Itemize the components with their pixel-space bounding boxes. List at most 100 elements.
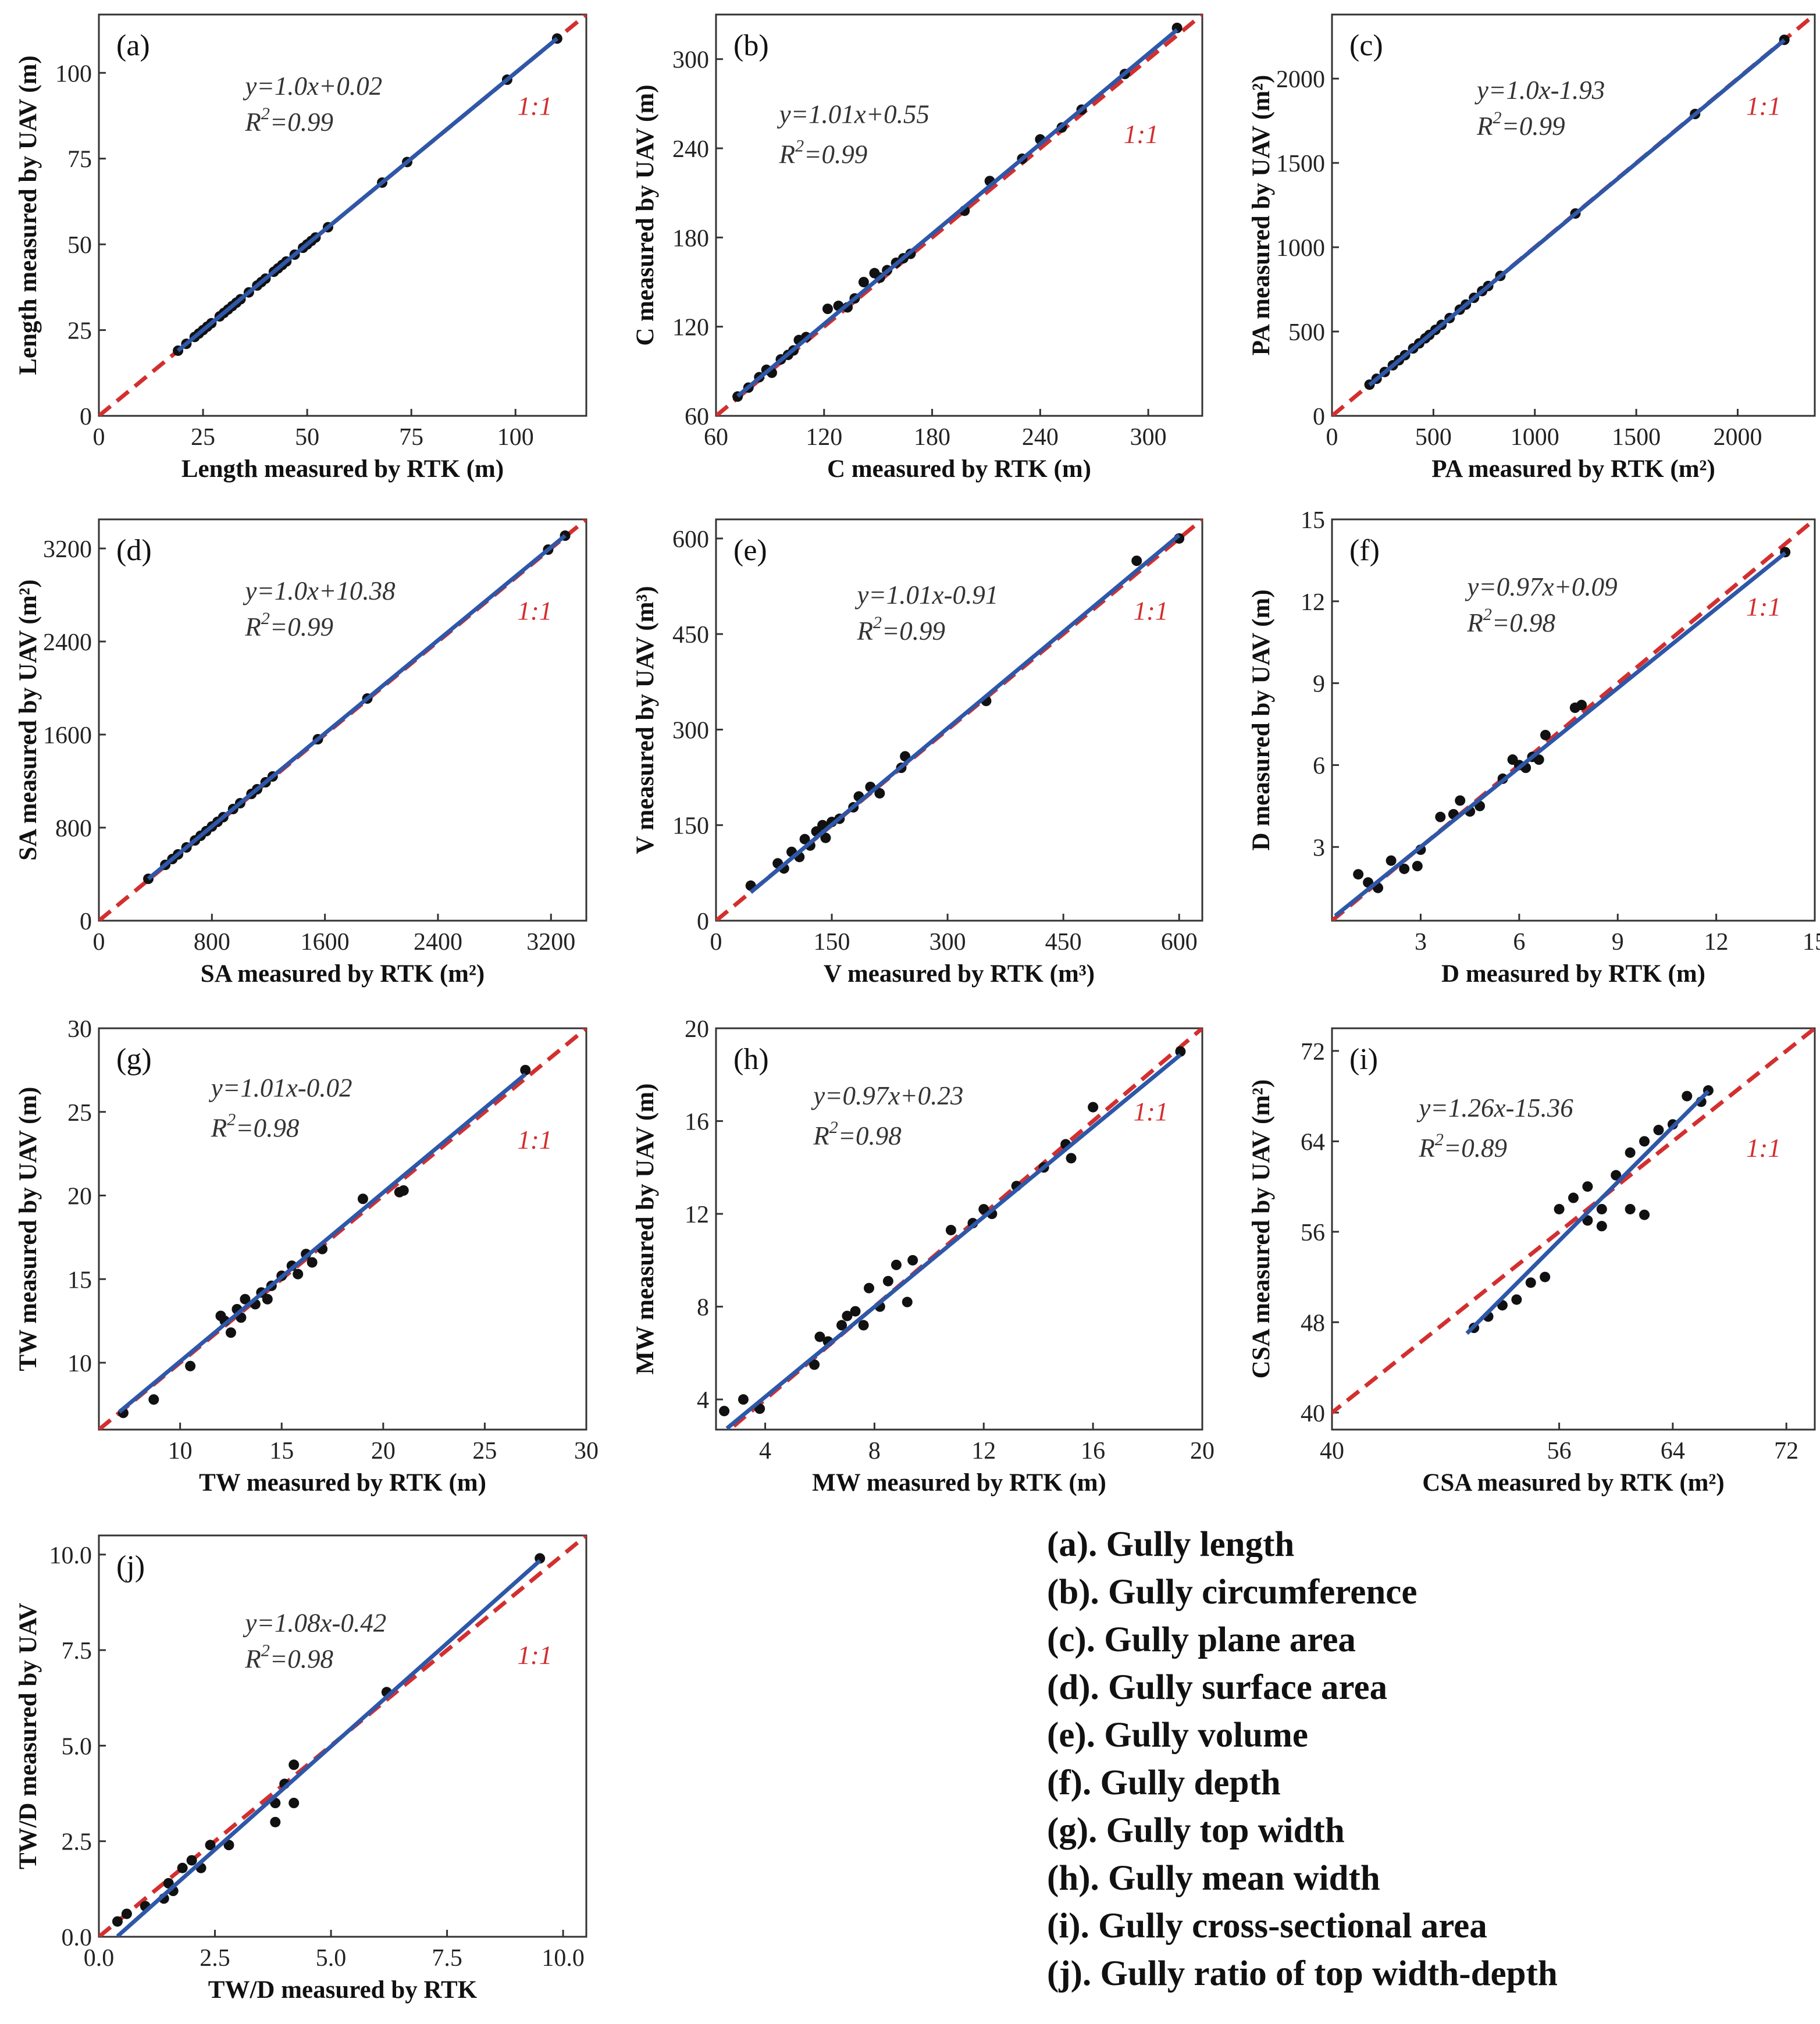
data-point xyxy=(978,1204,989,1215)
x-axis-label: Length measured by RTK (m) xyxy=(181,455,504,483)
one-to-one-label: 1:1 xyxy=(517,1125,552,1154)
x-axis-label: MW measured by RTK (m) xyxy=(812,1469,1106,1496)
y-tick-label: 64 xyxy=(1301,1129,1325,1156)
data-point xyxy=(842,1310,853,1321)
y-tick-label: 1500 xyxy=(1276,151,1325,177)
x-tick-label: 15 xyxy=(269,1438,294,1464)
data-point xyxy=(1455,795,1466,806)
panel-label: (f) xyxy=(1349,534,1380,567)
panel-label: (d) xyxy=(116,534,152,567)
x-tick-label: 300 xyxy=(1130,424,1167,451)
x-tick-label: 600 xyxy=(1161,929,1198,956)
data-point xyxy=(1554,1203,1565,1214)
data-point xyxy=(270,1816,281,1827)
y-tick-label: 25 xyxy=(67,1100,92,1127)
r-squared-label: R2=0.99 xyxy=(856,613,945,646)
data-point xyxy=(858,277,869,287)
x-tick-label: 180 xyxy=(914,424,950,451)
one-to-one-label: 1:1 xyxy=(517,1641,552,1670)
panel-label: (i) xyxy=(1349,1043,1378,1076)
one-to-one-label: 1:1 xyxy=(517,597,552,626)
x-tick-label: 15 xyxy=(1803,929,1820,956)
regression-equation: y=0.97x+0.23 xyxy=(811,1081,963,1110)
y-tick-label: 5.0 xyxy=(62,1733,92,1760)
one-to-one-label: 1:1 xyxy=(1746,1134,1781,1163)
regression-equation: y=1.0x-1.93 xyxy=(1474,76,1605,105)
r-squared-label: R2=0.99 xyxy=(779,136,868,169)
y-tick-label: 30 xyxy=(67,1016,92,1043)
x-tick-label: 56 xyxy=(1547,1438,1572,1464)
y-tick-label: 300 xyxy=(672,47,709,74)
y-tick-label: 75 xyxy=(67,147,92,173)
y-tick-label: 150 xyxy=(672,813,709,840)
chart-a: 0 25 50 75 100 0 25 50 75 100 Length measured by R… xyxy=(15,13,587,483)
x-tick-label: 20 xyxy=(371,1438,396,1464)
chart-g: 10 15 20 25 30 10 15 20 25 30 TW measured by RTK (… xyxy=(15,1016,599,1496)
y-tick-label: 180 xyxy=(672,225,709,252)
x-tick-label: 0 xyxy=(710,929,722,956)
one-to-one-label: 1:1 xyxy=(1133,1097,1168,1127)
legend-item-d: (d). Gully surface area xyxy=(1047,1668,1388,1707)
data-point xyxy=(520,1064,531,1075)
data-point xyxy=(186,1855,197,1866)
y-tick-label: 3 xyxy=(1313,835,1325,861)
x-tick-label: 16 xyxy=(1081,1438,1105,1464)
y-tick-label: 48 xyxy=(1301,1310,1325,1337)
data-point xyxy=(1596,1221,1607,1232)
data-point xyxy=(1639,1136,1650,1147)
plot-frame-b xyxy=(715,13,1203,417)
y-tick-label: 10.0 xyxy=(49,1542,92,1569)
y-tick-label: 0.0 xyxy=(62,1925,92,1951)
data-point xyxy=(1625,1147,1636,1158)
x-tick-label: 100 xyxy=(497,424,534,451)
r-squared-label: R2=0.99 xyxy=(244,609,333,642)
x-tick-label: 5.0 xyxy=(316,1945,347,1972)
x-tick-label: 10.0 xyxy=(542,1945,585,1972)
data-point xyxy=(148,1394,159,1405)
x-tick-label: 1000 xyxy=(1511,424,1559,451)
legend-item-b: (b). Gully circumference xyxy=(1047,1573,1417,1612)
y-tick-label: 3200 xyxy=(43,536,92,563)
regression-line xyxy=(176,37,559,352)
x-tick-label: 0 xyxy=(93,929,105,956)
panel-label: (b) xyxy=(733,29,769,62)
y-tick-label: 240 xyxy=(672,136,709,163)
data-point xyxy=(1540,729,1551,740)
plot-frame-d xyxy=(98,518,587,922)
data-point xyxy=(902,1296,913,1307)
x-tick-label: 3 xyxy=(1415,929,1427,956)
y-tick-label: 2.5 xyxy=(62,1829,92,1856)
x-tick-label: 12 xyxy=(971,1438,996,1464)
y-tick-label: 1000 xyxy=(1276,235,1325,262)
regression-equation: y=1.01x-0.91 xyxy=(854,580,998,610)
x-tick-label: 4 xyxy=(759,1438,771,1464)
data-point xyxy=(177,1862,188,1873)
one-to-one-label: 1:1 xyxy=(1746,92,1781,121)
x-tick-label: 64 xyxy=(1661,1438,1685,1464)
x-tick-label: 0 xyxy=(93,424,105,451)
regression-line xyxy=(147,534,567,881)
x-tick-label: 1500 xyxy=(1612,424,1661,451)
x-tick-label: 0.0 xyxy=(84,1945,115,1972)
plot-frame-e xyxy=(715,518,1203,922)
x-tick-label: 12 xyxy=(1704,929,1729,956)
panel-label: (c) xyxy=(1349,29,1383,62)
x-axis-label: TW/D measured by RTK xyxy=(208,1976,478,2004)
regression-equation: y=1.08x-0.42 xyxy=(243,1609,386,1638)
one-to-one-label: 1:1 xyxy=(1133,597,1168,626)
x-tick-label: 8 xyxy=(868,1438,881,1464)
data-point xyxy=(1582,1215,1593,1226)
legend-item-a: (a). Gully length xyxy=(1047,1525,1295,1564)
one-to-one-label: 1:1 xyxy=(1124,120,1159,149)
y-tick-label: 2400 xyxy=(43,629,92,656)
x-tick-label: 150 xyxy=(814,929,850,956)
x-tick-label: 50 xyxy=(295,424,319,451)
regression-equation: y=1.26x-15.36 xyxy=(1416,1093,1573,1123)
data-point xyxy=(1611,1170,1622,1181)
panel-label: (e) xyxy=(733,534,767,567)
data-point xyxy=(1435,811,1446,822)
data-point xyxy=(1399,863,1410,874)
data-point xyxy=(223,1840,234,1851)
y-tick-label: 2000 xyxy=(1276,66,1325,93)
